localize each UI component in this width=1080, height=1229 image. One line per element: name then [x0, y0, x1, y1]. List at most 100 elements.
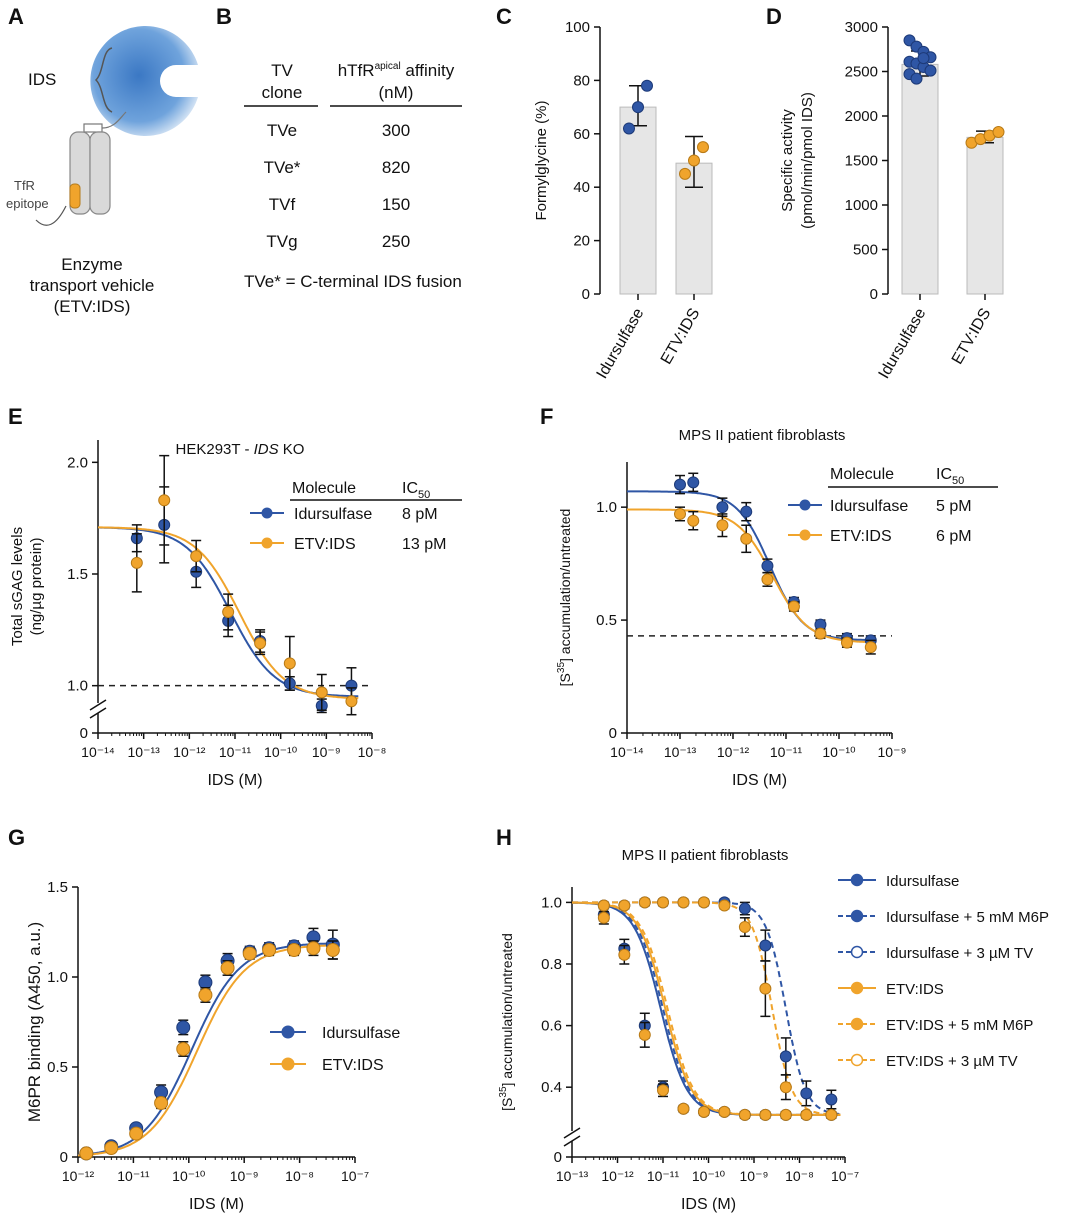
legend-ic50: 13 pM	[402, 536, 446, 553]
category-label: ETV:IDS	[949, 306, 995, 368]
legend-label: ETV:IDS	[294, 536, 356, 553]
data-point	[864, 641, 877, 654]
y-tick-label: 2.0	[67, 454, 88, 471]
legend-marker	[850, 945, 864, 959]
y-axis-label: [S35] accumulation/untreated	[498, 933, 515, 1111]
data-point	[738, 1108, 751, 1121]
fit-curve	[98, 526, 359, 700]
y-axis-label: (ng/µg protein)	[28, 538, 45, 636]
data-point	[910, 72, 923, 85]
axis-break	[563, 1135, 581, 1147]
y-tick-label: 500	[853, 242, 878, 259]
data-point	[697, 896, 710, 909]
panel-e-chart: 1.0 1.5 2.0 0 10⁻¹⁴ 10⁻¹³ 10⁻¹² 10⁻¹¹ 10⁻¹⁰ 10⁻⁹ 1…	[9, 440, 462, 789]
legend-marker	[850, 1053, 864, 1067]
y-tick-label: 0	[870, 286, 878, 303]
data-point	[283, 657, 296, 670]
tv-header: clone	[262, 83, 303, 102]
chart-title: MPS II patient fibroblasts	[679, 427, 846, 444]
x-axis-label: IDS (M)	[681, 1196, 736, 1213]
chart-title: MPS II patient fibroblasts	[622, 847, 789, 864]
y-tick-label: 0.8	[541, 956, 562, 973]
data-point	[79, 1146, 94, 1161]
x-tick-label: 10⁻¹²	[173, 744, 206, 760]
bar	[966, 136, 1004, 295]
data-point	[716, 501, 729, 514]
tfr-label: epitope	[6, 196, 49, 211]
legend-marker	[850, 909, 864, 923]
data-point	[154, 1096, 169, 1110]
y-tick-label: 0	[609, 725, 617, 742]
x-tick-label: 10⁻¹⁴	[81, 744, 115, 760]
y-tick-label: 0	[582, 286, 590, 303]
x-tick-label: 10⁻¹⁴	[610, 744, 644, 760]
panel-a-schematic: IDS TfR epitope Enzyme transport vehicle (ETV…	[6, 26, 198, 316]
panel-g-chart: 0 0.5 1.0 1.5 10⁻¹² 10⁻¹¹ 10⁻¹⁰ 10⁻⁹ 10⁻⁸ 10⁻⁷ IDS…	[25, 879, 400, 1213]
brace-shape	[94, 47, 113, 113]
legend-label: ETV:IDS	[886, 981, 944, 998]
legend-label: Idursulfase	[886, 873, 959, 890]
panel-b-table: TV clone hTfRapical affinity (nM) TVe 300 TVe*…	[244, 61, 462, 291]
x-tick-label: 10⁻¹²	[601, 1168, 634, 1184]
legend-label: Idursulfase	[322, 1025, 400, 1042]
legend-label: ETV:IDS + 3 µM TV	[886, 1053, 1018, 1070]
data-point	[825, 1108, 838, 1121]
tv-clone-cell: TVg	[266, 232, 297, 251]
legend-marker	[281, 1025, 295, 1039]
data-point	[104, 1141, 119, 1155]
x-tick-label: 10⁻¹⁰	[692, 1168, 726, 1184]
data-point	[130, 556, 143, 569]
y-tick-label: 40	[573, 179, 590, 196]
data-point	[787, 600, 800, 613]
y-tick-label: 1.0	[47, 969, 68, 986]
data-point	[697, 141, 709, 154]
x-tick-label: 10⁻¹¹	[770, 744, 803, 760]
tv-clone-cell: TVe*	[264, 158, 301, 177]
y-tick-label: 3000	[845, 19, 878, 36]
x-tick-label: 10⁻⁹	[230, 1168, 259, 1184]
data-point	[679, 167, 691, 180]
category-label: Idursulfase	[876, 305, 930, 381]
data-point	[129, 1126, 144, 1141]
data-point	[761, 573, 774, 586]
etv-caption: Enzyme	[61, 255, 122, 274]
linker-connector	[101, 111, 127, 129]
y-tick-label: 0	[554, 1149, 562, 1166]
data-point	[597, 911, 610, 924]
y-tick-label: 60	[573, 126, 590, 143]
data-point	[738, 902, 751, 915]
y-tick-label: 0.5	[596, 612, 617, 629]
fit-curve	[572, 901, 841, 1116]
legend-marker	[850, 1017, 864, 1031]
data-point	[623, 122, 635, 135]
y-tick-label: 0.6	[541, 1018, 562, 1035]
tfr-label: TfR	[14, 178, 35, 193]
x-tick-label: 10⁻¹³	[128, 744, 161, 760]
affinity-cell: 300	[382, 121, 410, 140]
y-tick-label: 80	[573, 72, 590, 89]
data-point	[924, 64, 937, 77]
data-point	[345, 695, 358, 708]
y-tick-label: 2000	[845, 108, 878, 125]
y-tick-label: 0	[80, 725, 88, 742]
x-tick-label: 10⁻⁹	[740, 1168, 769, 1184]
panel-letter-c: C	[496, 4, 512, 29]
category-label: ETV:IDS	[658, 306, 704, 368]
legend-label: Idursulfase	[294, 506, 372, 523]
panel-letter-b: B	[216, 4, 232, 29]
data-point	[641, 79, 653, 92]
x-axis-label: IDS (M)	[732, 772, 787, 789]
data-point	[657, 896, 669, 909]
legend-ic50: 8 pM	[402, 506, 438, 523]
legend-marker	[261, 537, 273, 549]
panel-letter-g: G	[8, 825, 25, 850]
data-point	[638, 896, 651, 909]
data-point	[176, 1020, 191, 1035]
table-footnote: TVe* = C-terminal IDS fusion	[244, 272, 462, 291]
data-point	[687, 476, 700, 489]
chart-title: HEK293T - IDS KO	[176, 441, 305, 458]
y-axis-label: [S35] accumulation/untreated	[556, 509, 573, 687]
data-point	[759, 1108, 772, 1121]
data-point	[176, 1042, 191, 1056]
